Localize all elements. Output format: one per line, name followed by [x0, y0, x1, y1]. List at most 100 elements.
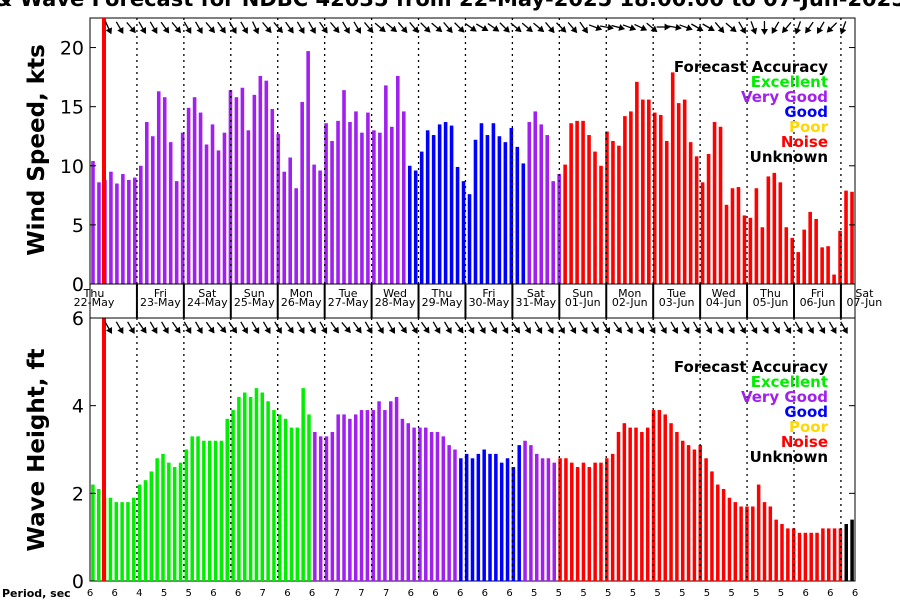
wind-direction-arrow — [308, 21, 316, 34]
wind-direction-arrow — [385, 22, 398, 33]
wave-direction-arrow-head — [355, 326, 362, 334]
wind-bar — [390, 126, 394, 285]
wave-bar — [675, 431, 679, 581]
wind-bar — [449, 125, 454, 285]
day-date-label: 28-May — [375, 296, 416, 309]
wave-bar — [821, 528, 825, 581]
wave-bar — [739, 506, 743, 581]
wave-direction-arrow-head — [445, 326, 452, 334]
wind-bar — [599, 165, 603, 284]
wave-bar — [552, 462, 557, 581]
wind-direction-arrow-head — [139, 26, 146, 34]
day-date-label: 01-Jun — [565, 296, 601, 309]
wind-bar — [115, 183, 119, 284]
wave-bar — [313, 431, 317, 581]
wave-direction-arrow — [296, 321, 305, 334]
wave-bar — [248, 396, 253, 581]
wind-direction-arrow-head — [717, 26, 725, 34]
wind-bar — [162, 97, 167, 284]
wave-bar — [826, 528, 831, 581]
wave-direction-arrow-head — [694, 326, 701, 334]
wind-direction-arrow — [556, 22, 567, 33]
wind-bar — [778, 182, 783, 284]
wave-bar — [651, 410, 656, 581]
wind-bar — [641, 99, 645, 284]
wind-bar — [587, 135, 591, 284]
wave-legend-entry: Very Good — [741, 388, 828, 406]
wave-bar — [202, 440, 206, 581]
wave-bar — [359, 410, 364, 581]
wind-direction-arrow-head — [492, 25, 500, 32]
day-date-label: 05-Jun — [753, 296, 789, 309]
wave-direction-arrow-head — [728, 326, 735, 334]
wind-bar — [378, 132, 382, 284]
period-value: 7 — [383, 588, 389, 599]
wave-bar — [464, 453, 469, 581]
wind-bar — [443, 122, 448, 284]
period-value: 5 — [531, 588, 537, 599]
wind-legend-entry: Noise — [781, 133, 828, 151]
wave-direction-arrow — [738, 321, 746, 334]
wave-direction-arrow — [817, 321, 826, 334]
wave-bar — [283, 418, 288, 581]
wave-direction-arrow — [115, 321, 124, 334]
wave-bar — [791, 528, 796, 581]
wind-bar — [575, 120, 579, 284]
wave-bar — [669, 423, 673, 581]
wave-direction-arrow — [692, 321, 701, 334]
wave-bar — [394, 396, 399, 581]
wind-bar — [360, 132, 364, 284]
wind-direction-arrow-head — [287, 26, 294, 34]
wave-bar — [400, 418, 405, 581]
wave-bar — [727, 497, 732, 581]
wind-direction-arrow-head — [729, 25, 737, 33]
wave-bar — [353, 414, 358, 581]
wave-bar — [289, 427, 294, 581]
wave-bar — [640, 431, 644, 581]
wave-y-tick-label: 6 — [72, 308, 84, 330]
wind-bar — [730, 188, 735, 284]
wind-bar — [676, 103, 681, 285]
wave-direction-arrow-head — [388, 326, 395, 334]
wind-bar — [264, 80, 269, 284]
wave-bar — [733, 502, 738, 581]
wind-bar — [652, 112, 657, 284]
wind-direction-arrow-head — [570, 26, 578, 34]
day-axis: Thu22-MayFri23-MaySat24-MaySun25-MayMon2… — [74, 283, 882, 319]
wind-direction-arrow-head — [675, 23, 682, 31]
wind-bar — [515, 146, 520, 284]
wind-direction-arrow — [533, 22, 545, 33]
wind-bar — [808, 211, 812, 284]
wind-bar — [174, 181, 179, 284]
wave-bar — [575, 467, 580, 581]
wave-bar — [803, 532, 808, 581]
wave-direction-arrow — [161, 321, 169, 334]
wave-direction-arrow-head — [174, 326, 181, 334]
wind-direction-arrow-head — [457, 25, 465, 33]
wind-direction-arrow — [521, 22, 533, 33]
day-date-label: 04-Jun — [706, 296, 742, 309]
wind-bar — [688, 142, 693, 284]
wind-bar — [270, 109, 275, 284]
wind-bar — [629, 111, 633, 284]
day-date-label: 24-May — [187, 296, 228, 309]
wave-bar — [307, 414, 311, 581]
wave-direction-arrow-head — [264, 326, 271, 334]
day-date-label: 22-May — [74, 296, 115, 309]
wind-direction-arrow — [409, 21, 419, 34]
wave-bar — [219, 440, 224, 581]
wave-direction-arrow-head — [581, 326, 588, 334]
wind-bar — [736, 187, 741, 284]
day-name-label: Fri — [811, 287, 824, 300]
wind-direction-arrow-head — [750, 27, 758, 35]
wind-bar — [605, 131, 609, 284]
wave-bar — [622, 423, 627, 581]
wind-direction-arrow-head — [481, 24, 489, 32]
wind-y-tick-label: 0 — [72, 274, 84, 296]
wave-bar — [698, 445, 702, 581]
day-name-label: Mon — [290, 287, 313, 300]
wind-bar — [139, 165, 143, 284]
wave-direction-arrow — [398, 321, 407, 334]
wind-direction-arrow — [454, 22, 465, 33]
wave-direction-arrow — [432, 321, 441, 334]
